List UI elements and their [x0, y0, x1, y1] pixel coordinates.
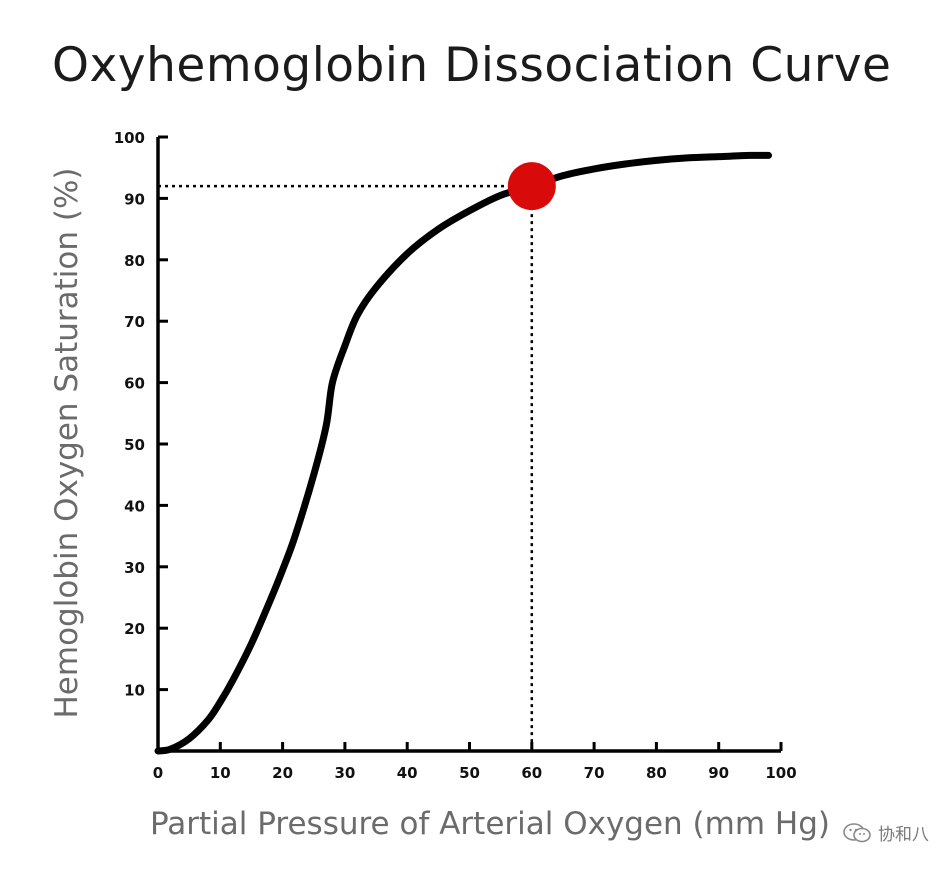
watermark-text: 协和八 — [878, 825, 929, 845]
x-tick-label: 0 — [153, 764, 163, 782]
x-tick-label: 20 — [272, 764, 293, 782]
y-tick-label: 40 — [124, 497, 145, 515]
y-tick-label: 80 — [124, 252, 145, 270]
chart-title: Oxyhemoglobin Dissociation Curve — [52, 38, 892, 93]
x-axis-title: Partial Pressure of Arterial Oxygen (mm … — [150, 806, 830, 842]
x-tick-label: 70 — [584, 764, 605, 782]
y-tick-label: 20 — [124, 620, 145, 638]
x-tick-label: 10 — [210, 764, 231, 782]
saturation-curve-line — [154, 151, 773, 755]
x-tick-label: 90 — [708, 764, 729, 782]
y-tick-label: 100 — [114, 129, 145, 147]
y-tick-label: 30 — [124, 559, 145, 577]
x-tick-label: 30 — [334, 764, 355, 782]
x-tick-label: 50 — [459, 764, 480, 782]
y-tick-label: 60 — [124, 375, 145, 393]
watermark: 协和八 — [842, 820, 929, 845]
highlight-point-marker — [507, 162, 556, 211]
y-tick-label: 10 — [124, 682, 145, 700]
y-tick-label: 50 — [124, 436, 145, 454]
y-tick-label: 90 — [124, 190, 145, 208]
x-tick-label: 80 — [646, 764, 667, 782]
chat-bubble-icon — [843, 822, 871, 842]
y-axis-title: Hemoglobin Oxygen Saturation (%) — [49, 167, 85, 718]
x-tick-label: 100 — [765, 764, 796, 782]
x-tick-label: 60 — [521, 764, 542, 782]
x-tick-label: 40 — [397, 764, 418, 782]
y-tick-label: 70 — [124, 313, 145, 331]
